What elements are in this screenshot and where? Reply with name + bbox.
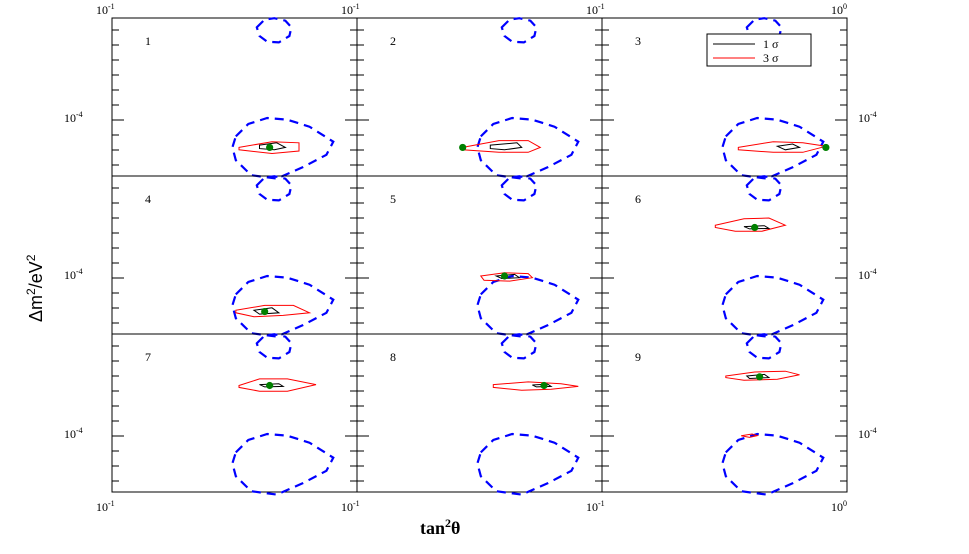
legend-label-1sigma: 1 σ [763,37,779,51]
y-tick-label-right-3: 10-4 [858,426,877,441]
allowed-region-lower [231,274,335,338]
best-fit-point [459,143,467,152]
allowed-region-lower [476,116,580,180]
panel-ticks [357,29,602,166]
contour-3sigma [235,304,312,318]
panel-1: 1 [111,17,358,180]
contour-3sigma [714,217,787,232]
panel-ticks [602,29,847,166]
y-tick-label-left-3: 10-4 [64,426,83,441]
panel-ticks [112,345,357,482]
allowed-region-lower [231,432,335,496]
bottom-tick-labels: 10-1 10-1 10-1 100 [96,499,847,514]
allowed-region-lower [721,116,825,180]
contour-1sigma [775,143,802,151]
panel-label: 5 [390,192,396,206]
bottom-tick-label-1: 10-1 [96,499,115,514]
allowed-region-lower [476,432,580,496]
panel-grid: 1 2 3 4 5 6 7 8 9 [111,17,848,496]
panel-ticks [357,187,602,324]
best-fit-point [751,223,759,232]
allowed-region-lower [231,116,335,180]
legend-label-3sigma: 3 σ [763,51,779,65]
y-tick-label-left-2: 10-4 [64,267,83,282]
panel-ticks [602,187,847,324]
best-fit-point [261,307,269,316]
y-tick-label-left-1: 10-4 [64,110,83,125]
x-axis-title: tan2θ [420,516,460,538]
y-axis-title: Δm2/eV2 [24,254,46,322]
panel-2: 2 [356,17,603,180]
best-fit-point [266,143,274,152]
bottom-tick-label-4: 100 [831,499,847,514]
best-fit-point [756,373,764,381]
panel-5: 5 [356,175,603,338]
legend: 1 σ 3 σ [706,33,812,67]
allowed-region-lower [721,432,825,496]
y-tick-label-right-2: 10-4 [858,267,877,282]
allowed-region-upper [255,333,293,360]
top-tick-label-4: 100 [831,2,847,17]
panel-label: 7 [145,350,151,364]
allowed-region-upper [745,333,783,360]
panel-6: 6 [601,175,848,338]
best-fit-point [822,143,830,152]
panel-label: 6 [635,192,641,206]
panel-frame [601,333,848,493]
allowed-region-upper [255,17,293,44]
panel-8: 8 [356,333,603,496]
y-tick-labels-left: 10-4 10-4 10-4 [64,110,83,441]
top-tick-labels: 10-1 10-1 10-1 100 [96,2,847,17]
panel-label: 2 [390,34,396,48]
top-tick-label-1: 10-1 [96,2,115,17]
panel-ticks [602,345,847,482]
panel-label: 1 [145,34,151,48]
contour-1sigma [489,142,523,151]
contour-3sigma [725,370,800,381]
top-tick-label-2: 10-1 [341,2,360,17]
contour-3sigma-secondary [741,433,760,438]
contour-3sigma [462,140,542,153]
best-fit-point [540,381,548,390]
panel-ticks [112,187,357,324]
bottom-tick-label-2: 10-1 [341,499,360,514]
y-tick-labels-right: 10-4 10-4 10-4 [858,110,877,441]
panel-label: 3 [635,34,641,48]
panel-4: 4 [111,175,358,338]
bottom-tick-label-3: 10-1 [586,499,605,514]
contour-3sigma [238,141,300,155]
panel-ticks [357,345,602,482]
top-tick-label-3: 10-1 [586,2,605,17]
panel-label: 4 [145,192,151,206]
contour-1sigma [259,142,287,151]
allowed-region-upper [500,17,538,44]
allowed-region-upper [500,333,538,360]
legend-frame [706,33,812,67]
best-fit-point [500,272,509,280]
allowed-region-lower [476,274,580,338]
allowed-region-upper [255,175,293,202]
panel-ticks [112,29,357,166]
contour-3sigma [492,381,579,391]
contour-3sigma [737,141,827,153]
panel-label: 8 [390,350,396,364]
panel-label: 9 [635,350,641,364]
best-fit-point [266,381,274,390]
y-tick-label-right-1: 10-4 [858,110,877,125]
panel-9: 9 [601,333,848,496]
panel-7: 7 [111,333,358,496]
allowed-region-upper [500,175,538,202]
allowed-region-upper [745,175,783,202]
allowed-region-lower [721,274,825,338]
contour-3sigma [238,378,317,392]
contour-1sigma [494,273,521,280]
